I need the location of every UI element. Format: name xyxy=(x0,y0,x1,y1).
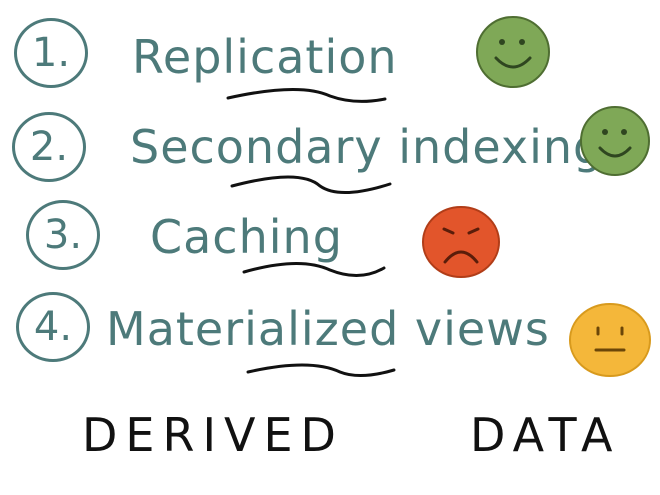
item-2-label: Secondary indexing xyxy=(130,120,604,174)
footer-word-data: DATA xyxy=(470,408,621,462)
item-1-number-circle: 1. xyxy=(14,18,88,88)
sad-face-icon xyxy=(422,206,500,278)
item-4-label: Materialized views xyxy=(106,302,550,356)
happy-face-icon xyxy=(476,16,550,88)
item-4-number: 4. xyxy=(33,304,73,350)
underline-squiggle-2 xyxy=(230,175,392,195)
item-3-number: 3. xyxy=(43,212,83,258)
underline-squiggle-3 xyxy=(242,262,386,277)
item-3-label: Caching xyxy=(150,210,343,264)
item-4-number-circle: 4. xyxy=(16,292,90,362)
neutral-face-icon xyxy=(569,303,651,377)
underline-squiggle-1 xyxy=(226,87,387,103)
happy-face-icon xyxy=(580,106,650,176)
item-2-number-circle: 2. xyxy=(12,112,86,182)
item-1-number: 1. xyxy=(31,30,71,76)
underline-squiggle-4 xyxy=(246,363,396,377)
item-3-number-circle: 3. xyxy=(26,200,100,270)
footer-word-derived: DERIVED xyxy=(82,408,344,462)
item-1-label: Replication xyxy=(132,30,398,84)
item-2-number: 2. xyxy=(29,124,69,170)
